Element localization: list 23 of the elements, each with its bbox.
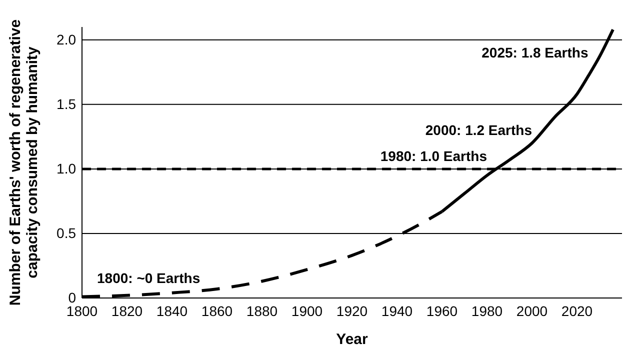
x-tick-label: 2000	[516, 302, 548, 319]
y-tick-label: 1.0	[56, 160, 76, 176]
annotation: 2025: 1.8 Earths	[482, 44, 588, 61]
x-tick-label: 1880	[246, 302, 278, 319]
x-tick-label: 2020	[561, 302, 593, 319]
annotation: 2000: 1.2 Earths	[425, 122, 532, 138]
x-tick-label: 1960	[426, 302, 458, 319]
y-tick-label: 1.5	[56, 96, 76, 112]
y-tick-label: 2.0	[56, 31, 76, 48]
x-tick-label: 1820	[111, 302, 143, 319]
annotation: 1980: 1.0 Earths	[380, 148, 488, 164]
x-tick-label: 1980	[471, 302, 503, 319]
y-tick-label: 0.5	[56, 224, 76, 241]
x-tick-label: 1860	[201, 302, 233, 319]
x-tick-label: 1840	[156, 302, 188, 319]
x-tick-label: 1940	[381, 302, 413, 319]
annotation: 1800: ~0 Earths	[97, 270, 200, 286]
y-tick-label: 0	[68, 289, 76, 306]
x-tick-label: 1800	[66, 302, 98, 319]
y-axis-title: Number of Earths' worth of regenerative capacity consumed by humanity	[7, 19, 41, 306]
x-axis-title: Year	[336, 331, 368, 348]
x-tick-label: 1900	[291, 302, 323, 319]
x-tick-label: 1920	[336, 302, 368, 319]
